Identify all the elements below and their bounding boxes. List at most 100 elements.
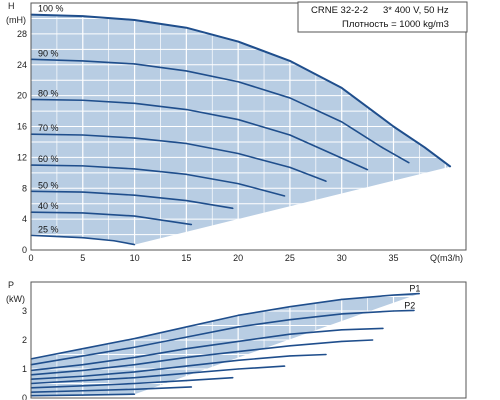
data-point [113,240,115,242]
supply-spec: 3* 400 V, 50 Hz [383,5,449,16]
series-line [30,13,452,168]
x-tick-label: 0 [28,253,33,263]
y-tick-label: 3 [22,306,27,316]
data-point [82,165,84,167]
series-line [30,327,384,372]
data-point [325,180,327,182]
data-point [133,215,136,217]
data-point [325,353,327,356]
data-point [284,365,286,367]
y-tick-label: 1 [22,364,27,374]
data-point [82,394,84,396]
data-point [133,194,136,196]
series-line [30,386,192,393]
data-point [289,355,291,357]
x-tick-label: 20 [233,253,243,263]
data-point [82,212,84,214]
data-point [185,27,187,29]
y-axis-unit: (mH) [6,15,26,25]
x-tick-label: 30 [337,253,347,263]
data-point [237,368,239,370]
data-point [82,380,84,382]
data-point [237,340,239,343]
speed-label: 25 % [38,224,59,234]
speed-label: 40 % [38,201,59,211]
data-point [382,327,384,329]
speed-label: 70 % [38,123,59,133]
speed-label: 80 % [38,88,59,98]
data-point [133,19,136,21]
data-point [133,346,136,348]
data-point [289,60,291,62]
y-tick-label: 12 [17,152,27,162]
data-point [190,223,193,226]
y-tick-label: 0 [22,245,27,255]
operating-envelope [31,293,420,396]
data-point [133,337,136,340]
data-point [232,207,234,209]
x-tick-label: 35 [388,253,398,263]
y-axis-label: P [8,280,14,290]
data-point [133,388,136,390]
y-tick-label: 8 [22,183,27,193]
data-point [289,345,291,347]
data-point [185,365,187,367]
data-point [449,166,452,168]
data-point [289,333,291,335]
data-point [185,70,187,72]
power-series-label: P1 [409,284,420,294]
x-axis-label: Q(m3/h) [430,253,463,263]
data-point [330,152,332,155]
y-tick-label: 0 [22,393,27,400]
speed-label: 90 % [38,48,59,58]
data-point [82,191,84,193]
operating-envelope [31,14,451,245]
data-point [133,371,136,373]
y-tick-label: 4 [22,214,27,224]
data-point [185,372,187,374]
data-point [284,195,286,197]
y-tick-label: 24 [17,60,27,70]
data-point [133,382,136,385]
head-chart: 0 4 8 12 16 20 24 28 0 5 10 15 20 25 30 35 H (mH) Q(m3/h) 1… [6,1,467,263]
data-point [185,173,187,175]
data-point [82,134,84,136]
data-point [133,356,136,358]
density-note: Плотность = 1000 kg/m3 [342,19,449,30]
data-point [185,336,187,338]
data-point [341,340,343,343]
data-point [82,385,84,387]
data-point [190,386,193,388]
data-point [341,298,343,300]
speed-label: 60 % [38,154,59,164]
data-point [133,137,136,139]
power-series-label: P2 [404,300,415,310]
data-point [392,310,395,312]
data-point [408,162,410,164]
data-point [82,60,84,62]
y-tick-label: 28 [17,29,27,39]
x-tick-label: 25 [285,253,295,263]
x-tick-label: 5 [80,253,85,263]
data-point [237,81,239,83]
data-point [237,118,239,121]
x-tick-label: 15 [181,253,191,263]
data-point [82,375,84,377]
speed-label: 100 % [38,4,64,14]
data-point [185,356,187,358]
info-box: CRNE 32-2-2 3* 400 V, 50 Hz Плотность = … [297,1,468,33]
power-chart: 0 1 2 3 P (kW) P1 P2 [6,280,467,400]
data-point [133,377,136,379]
series-line [30,98,368,171]
data-point [289,134,291,136]
data-point [341,313,343,315]
data-point [289,97,291,99]
data-point [413,309,415,312]
y-tick-label: 16 [17,122,27,132]
data-point [133,168,136,170]
data-point [289,306,291,308]
data-point [133,364,136,366]
data-point [289,166,291,169]
data-point [237,351,239,353]
data-point [185,200,187,202]
